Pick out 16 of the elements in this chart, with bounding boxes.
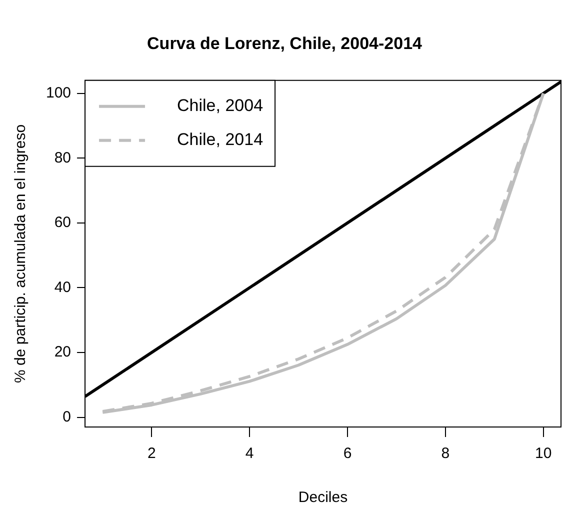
- y-tick-label: 80: [54, 149, 72, 166]
- x-tick-label: 4: [245, 445, 254, 462]
- x-tick-label: 8: [441, 445, 450, 462]
- legend-label: Chile, 2004: [177, 96, 264, 116]
- y-tick-label: 100: [46, 84, 72, 102]
- x-axis-title: Deciles: [298, 489, 348, 506]
- y-tick-label: 20: [54, 344, 72, 361]
- y-tick-label: 60: [54, 214, 72, 232]
- x-tick-label: 2: [147, 445, 156, 462]
- y-axis-title: % de particip. acumulada en el ingreso: [12, 124, 30, 383]
- y-tick-label: 0: [62, 408, 72, 426]
- legend-label: Chile, 2014: [177, 130, 264, 150]
- x-tick-label: 10: [535, 445, 552, 462]
- chart-title: Curva de Lorenz, Chile, 2004-2014: [147, 34, 423, 53]
- y-tick-label: 40: [54, 278, 72, 296]
- x-tick-label: 6: [343, 445, 352, 462]
